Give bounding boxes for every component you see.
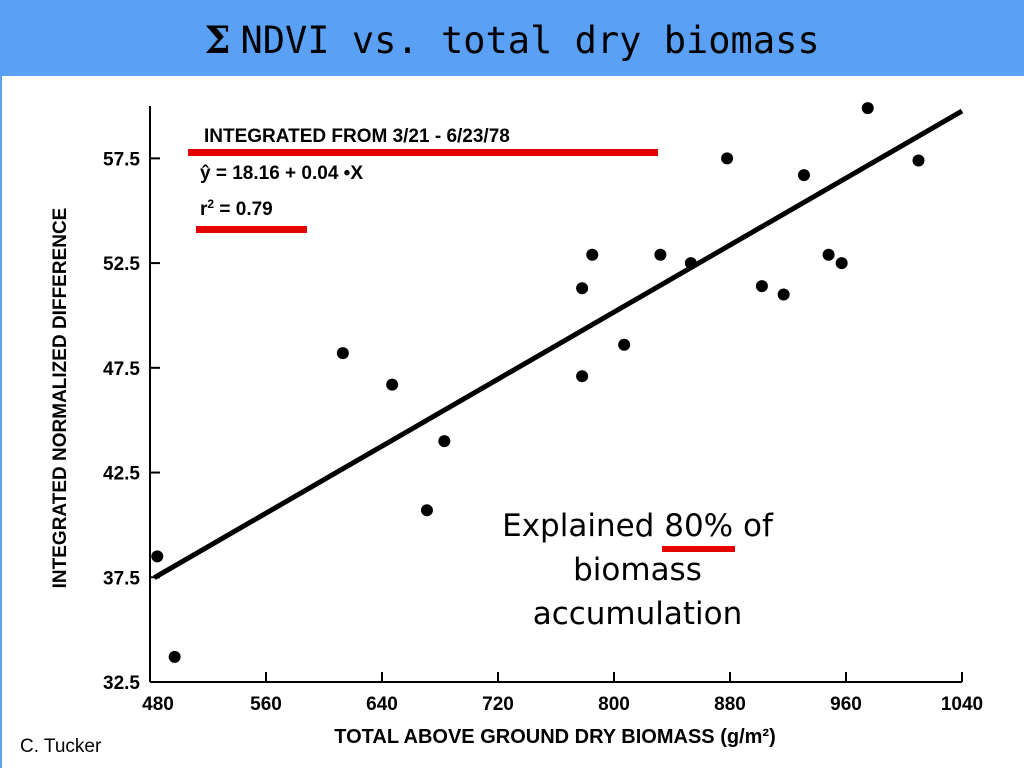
- y-tick-label: 32.5: [103, 673, 140, 694]
- data-point: [420, 504, 433, 517]
- data-point: [912, 154, 925, 167]
- data-point: [336, 347, 349, 360]
- regression-line: [153, 108, 964, 580]
- data-point: [151, 550, 164, 563]
- data-point: [822, 248, 835, 261]
- r2-suffix: = 0.79: [214, 199, 273, 220]
- data-point: [168, 650, 181, 663]
- x-tick-label: 720: [482, 694, 514, 715]
- slide-title-text: NDVI vs. total dry biomass: [240, 19, 820, 62]
- equation-annotation: ŷ = 18.16 + 0.04 •X: [200, 163, 363, 184]
- x-tick-label: 640: [366, 694, 398, 715]
- callout-line-2: biomass: [573, 552, 702, 588]
- data-point: [755, 280, 768, 293]
- data-point: [586, 248, 599, 261]
- r2-exponent: 2: [207, 197, 214, 211]
- data-point: [386, 378, 399, 391]
- data-point: [576, 370, 589, 383]
- y-tick-label: 57.5: [103, 149, 140, 170]
- y-tick-label: 37.5: [103, 568, 140, 589]
- callout-after: of: [742, 508, 773, 544]
- x-tick-label: 1040: [941, 694, 983, 715]
- y-tick-label: 42.5: [103, 464, 140, 485]
- integrated-annotation: INTEGRATED FROM 3/21 - 6/23/78: [204, 126, 510, 147]
- y-axis-label: INTEGRATED NORMALIZED DIFFERENCE: [50, 208, 71, 589]
- r2-annotation: r2 = 0.79: [200, 197, 273, 220]
- data-point: [721, 152, 734, 165]
- data-point: [835, 257, 848, 270]
- integrated-underline: [188, 149, 658, 156]
- data-point: [618, 338, 631, 351]
- data-point: [576, 282, 589, 295]
- callout-before: Explained: [502, 508, 655, 544]
- y-tick-label: 52.5: [103, 254, 140, 275]
- x-tick-label: 800: [598, 694, 630, 715]
- credit-text: C. Tucker: [20, 736, 102, 757]
- explained-callout: Explained 80% of biomass accumulation: [450, 504, 825, 636]
- data-point: [797, 169, 810, 182]
- sigma-symbol: Σ: [204, 18, 231, 62]
- x-tick-label: 560: [250, 694, 282, 715]
- x-tick-label: 480: [142, 694, 174, 715]
- x-tick-label: 960: [830, 694, 862, 715]
- x-tick-label: 880: [714, 694, 746, 715]
- data-point: [684, 257, 697, 270]
- data-point: [861, 102, 874, 115]
- title-bar: [0, 0, 1024, 76]
- r2-prefix: r: [200, 199, 208, 220]
- callout-percent: 80%: [662, 504, 736, 552]
- data-point: [654, 248, 667, 261]
- y-tick-label: 47.5: [103, 359, 140, 380]
- left-border: [0, 76, 2, 768]
- callout-line-1: Explained 80% of: [450, 504, 825, 552]
- r2-underline: [196, 226, 307, 233]
- scatter-chart: 480 560 640 720 800 880 960 1040 32.5 37.5 42.5 47.…: [50, 102, 983, 748]
- slide-title: Σ NDVI vs. total dry biomass: [0, 0, 1024, 76]
- callout-line-3: accumulation: [532, 596, 743, 632]
- x-axis-label: TOTAL ABOVE GROUND DRY BIOMASS (g/m²): [334, 726, 776, 748]
- data-point: [438, 435, 451, 448]
- data-point: [777, 288, 790, 301]
